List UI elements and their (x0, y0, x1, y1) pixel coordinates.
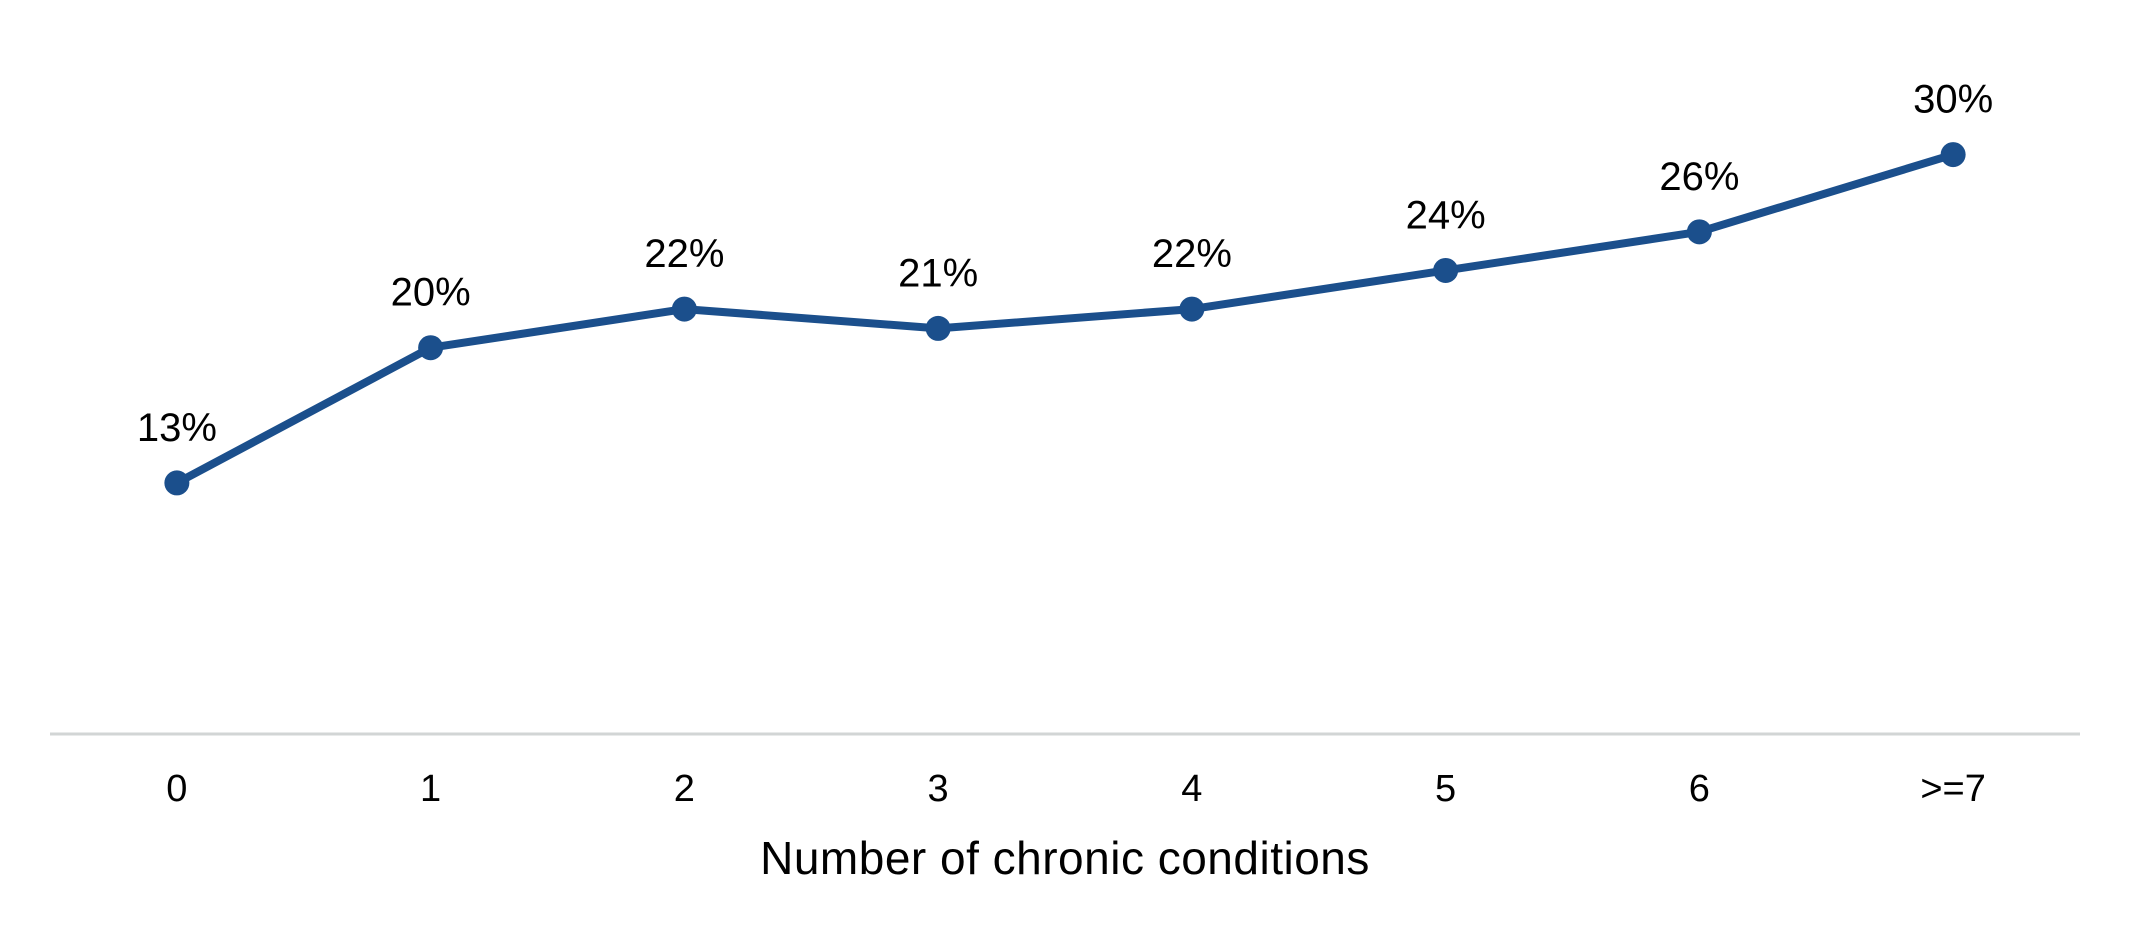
data-point-label: 30% (1913, 78, 1993, 122)
data-point-label: 24% (1406, 193, 1486, 237)
data-point-label: 22% (644, 232, 724, 276)
data-point-label: 20% (391, 271, 471, 315)
x-axis-tick-label: 6 (1689, 768, 1710, 810)
data-point-marker (1433, 257, 1459, 283)
x-axis-tick-label: 4 (1181, 768, 1202, 810)
data-point-label: 26% (1659, 155, 1739, 199)
data-point-marker (1179, 296, 1205, 322)
x-axis-tick-label: 3 (928, 768, 949, 810)
x-axis-tick-label: >=7 (1920, 768, 1986, 810)
data-point-label: 22% (1152, 232, 1232, 276)
data-point-marker (925, 315, 951, 341)
data-point-marker (418, 335, 444, 361)
x-axis-tick-label: 5 (1435, 768, 1456, 810)
data-point-label: 13% (137, 406, 217, 450)
x-axis-tick-label: 2 (674, 768, 695, 810)
data-point-marker (1686, 219, 1712, 245)
x-axis-tick-label: 1 (420, 768, 441, 810)
data-point-marker (1940, 142, 1966, 168)
data-point-marker (671, 296, 697, 322)
data-point-label: 21% (898, 251, 978, 295)
series-line (172, 150, 1958, 487)
x-axis-tick-label: 0 (166, 768, 187, 810)
x-axis-title: Number of chronic conditions (760, 832, 1370, 884)
data-point-marker (164, 470, 190, 496)
